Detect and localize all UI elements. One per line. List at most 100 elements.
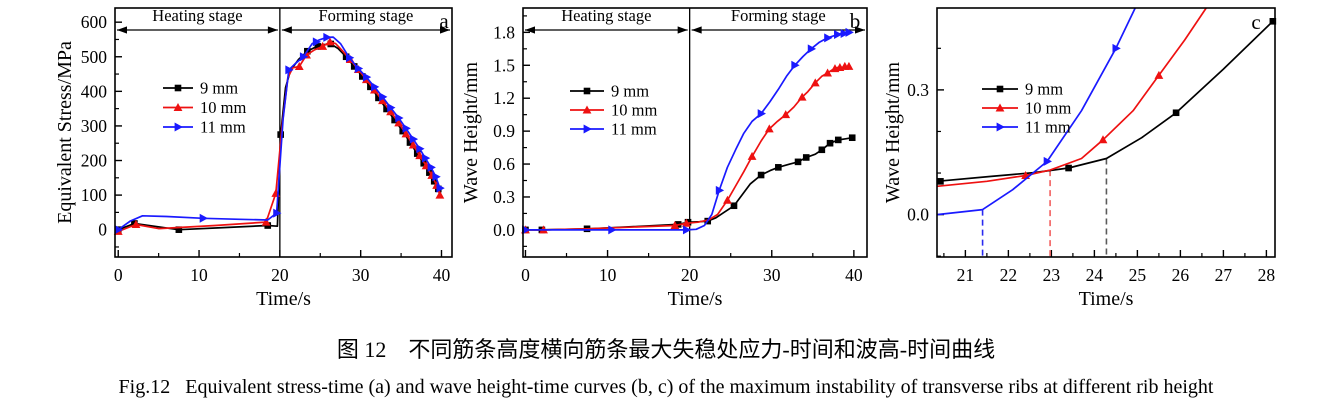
arrowhead-icon [117,26,127,34]
series-marker-11-mm [273,208,282,218]
series-marker-11-mm [285,65,294,75]
x-tick-label: 25 [1129,265,1147,285]
y-tick-label: 1.8 [493,22,515,42]
series-marker-10-mm [764,124,774,133]
series-marker-9-mm [1269,18,1277,25]
x-tick-label: 40 [845,265,863,285]
chart-c: 21 22 23 24 25 26 27 28 0.0 0.3 Time/s Wave Height/… [882,7,1277,310]
series-marker-11-mm [834,30,843,40]
series-marker-11-mm [354,64,364,74]
stage-label-forming-stage: Forming stage [731,6,826,25]
stage-label-forming-stage: Forming stage [318,6,413,25]
arrowhead-icon [281,26,292,34]
y-tick-label: 0.9 [493,121,515,141]
series-marker-9-mm [391,116,398,124]
series-marker-10-mm [810,78,820,87]
x-tick-label: 40 [433,265,451,285]
series-marker-11-mm [791,60,800,70]
arrowhead-icon [440,26,450,34]
legend-label-9-mm: 9 mm [1025,80,1063,99]
series-marker-11-mm [421,153,431,163]
y-tick-label: 0 [98,220,107,240]
x-axis-title: Time/s [668,288,723,310]
y-tick-label: 0.3 [493,187,515,207]
arrowhead-icon [855,26,865,34]
series-marker-10-mm [797,92,807,101]
series-marker-10-mm [401,129,411,138]
series-line-9-mm [936,20,1274,183]
legend-label-10-mm: 10 mm [1025,99,1071,118]
legend-marker-9-mm [583,87,591,95]
series-marker-10-mm [318,41,328,50]
x-tick-label: 20 [681,265,699,285]
legend-label-9-mm: 9 mm [611,82,649,101]
legend-marker-9-mm [996,85,1004,93]
series-marker-9-mm [775,164,782,171]
series-marker-10-mm [378,96,387,105]
legend-marker-10-mm [173,103,183,111]
y-tick-label: 400 [81,81,108,101]
series-marker-11-mm [395,113,404,123]
x-tick-label: 24 [1086,265,1104,285]
x-axis-title: Time/s [256,288,311,310]
y-tick-label: 0.3 [907,80,929,100]
series-marker-10-mm [261,217,271,226]
series-marker-10-mm [415,151,425,160]
series-marker-11-mm [436,183,445,193]
series-marker-11-mm [845,27,854,37]
series-marker-11-mm [608,225,617,235]
series-marker-9-mm [383,105,390,113]
x-axis-title: Time/s [1079,288,1134,310]
series-marker-11-mm [312,37,322,47]
series-marker-9-mm [818,146,826,154]
y-tick-label: 200 [81,151,108,171]
x-tick-label: 23 [1043,265,1061,285]
series-marker-10-mm [131,219,141,228]
series-marker-9-mm [730,202,738,210]
series-marker-10-mm [670,221,680,230]
chart-b: Heating stage Forming stage 0 10 20 30 40 0.0 0.… [460,6,868,310]
legend-label-11-mm: 11 mm [1025,118,1071,137]
x-tick-label: 27 [1215,265,1233,285]
series-marker-11-mm [379,92,388,102]
series-marker-10-mm [823,68,832,77]
series-marker-11-mm [371,82,380,92]
series-marker-11-mm [715,185,725,195]
series-marker-11-mm [807,44,817,54]
series-marker-10-mm [723,195,732,204]
series-marker-10-mm [386,107,395,116]
series-marker-9-mm [834,136,842,144]
stage-label-heating-stage: Heating stage [561,6,651,25]
arrowhead-icon [525,26,535,34]
series-marker-11-mm [409,134,419,144]
y-axis-title: Wave Height/mm [460,61,482,203]
plot-frame [114,7,453,258]
plot-frame [522,7,868,258]
series-marker-11-mm [432,172,441,182]
legend-marker-9-mm [174,84,182,92]
series-marker-11-mm [1043,156,1052,166]
legend-marker-10-mm [995,103,1005,112]
x-tick-label: 20 [271,265,289,285]
legend-label-9-mm: 9 mm [200,79,238,98]
series-marker-10-mm [781,110,791,119]
series-marker-9-mm [757,171,765,179]
x-tick-label: 0 [114,265,123,285]
y-tick-label: 0.0 [493,220,515,240]
legend-marker-10-mm [582,105,592,114]
series-marker-11-mm [199,213,208,223]
series-line-9-mm [525,136,853,231]
arrowhead-icon [677,26,688,34]
y-tick-label: 0.0 [907,205,929,225]
series-marker-9-mm [937,178,944,185]
series-marker-9-mm [794,158,802,166]
y-tick-label: 600 [81,12,108,32]
legend-marker-11-mm [996,122,1005,132]
series-marker-10-mm [435,190,445,199]
series-marker-10-mm [408,140,418,149]
series-marker-10-mm [681,218,691,227]
x-tick-label: 21 [957,265,975,285]
series-marker-9-mm [826,139,834,147]
series-marker-9-mm [1065,164,1072,172]
y-axis-title: Wave Height/mm [882,61,904,203]
